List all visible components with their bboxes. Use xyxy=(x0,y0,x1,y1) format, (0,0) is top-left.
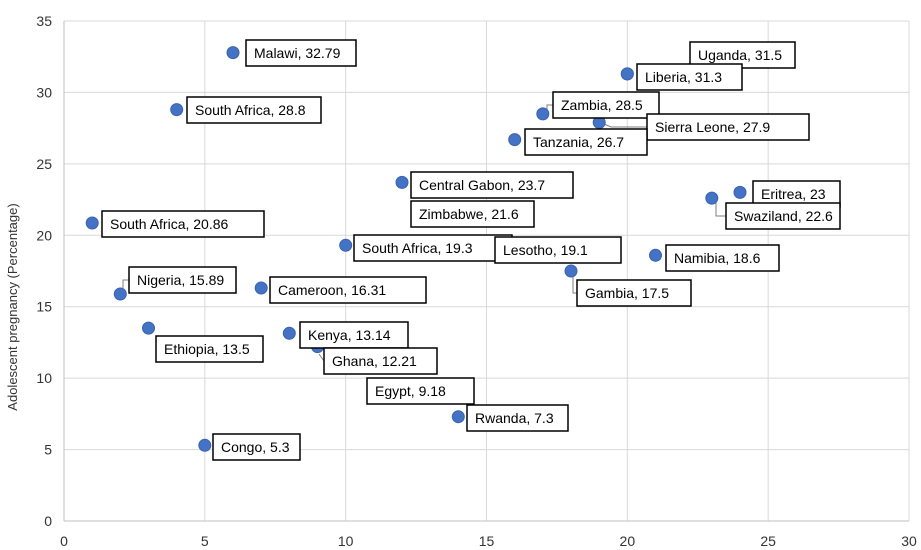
x-tick-label: 25 xyxy=(760,533,776,549)
data-label-box xyxy=(186,96,322,124)
data-label-box xyxy=(494,236,622,264)
data-label-box xyxy=(725,202,841,230)
data-label-box xyxy=(636,63,743,91)
data-labels: Malawi, 32.79 Uganda, 31.5 Liberia, 31.3 So… xyxy=(101,39,841,461)
data-label-box xyxy=(128,266,237,294)
data-point xyxy=(395,175,409,189)
data-label-box xyxy=(353,234,513,262)
x-tick-label: 20 xyxy=(620,533,636,549)
data-label-box xyxy=(466,404,569,432)
data-label-box xyxy=(366,377,475,405)
data-label: Zimbabwe, 21.6 xyxy=(419,206,519,222)
x-tick-label: 5 xyxy=(201,533,209,549)
data-label: Gambia, 17.5 xyxy=(585,285,669,301)
y-tick-label: 0 xyxy=(44,513,52,529)
x-tick-label: 15 xyxy=(479,533,495,549)
data-point xyxy=(254,281,268,295)
data-label: Nigeria, 15.89 xyxy=(137,272,224,288)
data-point xyxy=(85,216,99,230)
data-label: Zambia, 28.5 xyxy=(561,97,643,113)
y-tick-label: 5 xyxy=(44,442,52,458)
data-label: Malawi, 32.79 xyxy=(254,45,341,61)
data-point xyxy=(282,326,296,340)
data-point xyxy=(113,287,127,301)
data-point xyxy=(705,191,719,205)
data-point xyxy=(226,46,240,60)
y-tick-label: 10 xyxy=(36,370,52,386)
data-label-box xyxy=(552,91,660,119)
data-label-box xyxy=(323,347,438,375)
data-label-box xyxy=(101,210,265,238)
y-tick-label: 20 xyxy=(36,227,52,243)
axes: 0 5 10 15 20 25 30 0 5 10 15 20 25 30 35 xyxy=(36,13,917,549)
data-point xyxy=(451,410,465,424)
data-label: Ghana, 12.21 xyxy=(332,353,417,369)
data-label-box xyxy=(665,244,780,272)
leader-line xyxy=(572,273,577,294)
data-label-box xyxy=(269,276,427,304)
data-label: Congo, 5.3 xyxy=(221,439,290,455)
data-label: Kenya, 13.14 xyxy=(308,327,391,343)
data-label: South Africa, 28.8 xyxy=(195,102,306,118)
data-label-box xyxy=(410,171,574,199)
data-label-box xyxy=(299,321,409,349)
x-tick-label: 10 xyxy=(338,533,354,549)
data-point xyxy=(339,238,353,252)
data-label: Sierra Leone, 27.9 xyxy=(655,119,770,135)
leader-line xyxy=(318,353,325,362)
data-label: Ethiopia, 13.5 xyxy=(164,341,250,357)
data-label: Rwanda, 7.3 xyxy=(475,410,554,426)
leader-line xyxy=(715,202,726,217)
data-label: Cameroon, 16.31 xyxy=(278,282,386,298)
data-label: Uganda, 31.5 xyxy=(698,47,782,63)
y-tick-label: 15 xyxy=(36,299,52,315)
data-point xyxy=(508,133,522,147)
data-point xyxy=(142,321,155,335)
data-label-box xyxy=(576,279,692,307)
data-label-box xyxy=(155,335,264,363)
data-label: South Africa, 20.86 xyxy=(110,216,229,232)
data-point xyxy=(536,107,550,121)
data-point xyxy=(733,185,747,199)
data-label-box xyxy=(524,128,648,156)
data-label: Eritrea, 23 xyxy=(761,186,826,202)
data-label: Lesotho, 19.1 xyxy=(503,242,588,258)
x-tick-label: 0 xyxy=(60,533,68,549)
leader-line xyxy=(603,123,647,128)
data-label: Egypt, 9.18 xyxy=(375,383,446,399)
y-tick-label: 25 xyxy=(36,156,52,172)
data-point xyxy=(649,248,662,262)
data-label-box xyxy=(646,113,810,141)
data-label-box xyxy=(245,39,357,67)
data-label: Central Gabon, 23.7 xyxy=(419,177,545,193)
data-label: Tanzania, 26.7 xyxy=(533,134,624,150)
data-label-box xyxy=(212,433,301,461)
y-tick-label: 30 xyxy=(36,84,52,100)
y-axis-label: Adolescent pregnancy (Percentage) xyxy=(5,203,20,410)
data-point xyxy=(170,103,184,117)
data-point xyxy=(564,264,578,278)
data-label-box xyxy=(410,200,535,228)
data-label: South Africa, 19.3 xyxy=(362,240,473,256)
data-label: Namibia, 18.6 xyxy=(674,250,761,266)
x-tick-label: 30 xyxy=(901,533,917,549)
y-tick-label: 35 xyxy=(36,13,52,29)
data-label: Liberia, 31.3 xyxy=(645,69,722,85)
data-point xyxy=(198,438,212,452)
data-label: Swaziland, 22.6 xyxy=(734,208,833,224)
data-point xyxy=(620,67,634,81)
